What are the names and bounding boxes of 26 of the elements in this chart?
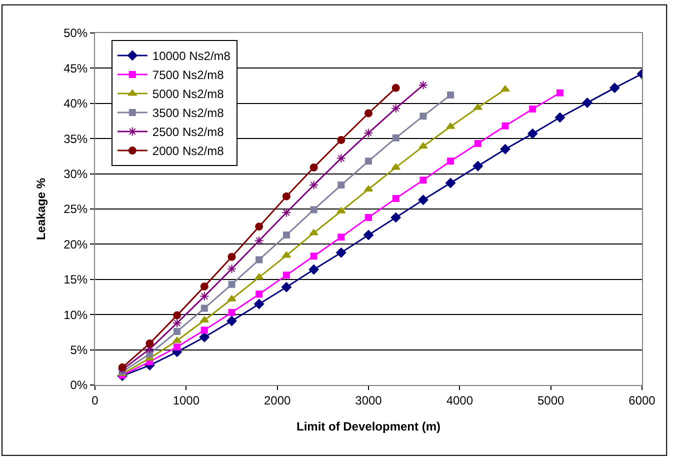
y-tick-label: 15%	[64, 272, 88, 287]
y-tick-label: 25%	[64, 202, 88, 216]
x-tick-label: 4000	[446, 393, 474, 408]
legend-label: 10000 Ns2/m8	[152, 49, 231, 64]
x-tick-label: 3000	[355, 393, 382, 408]
legend-label: 2000 Ns2/m8	[152, 144, 224, 158]
x-tick-label: 2000	[264, 393, 291, 408]
legend-label: 7500 Ns2/m8	[152, 68, 224, 82]
y-tick-label: 20%	[64, 237, 88, 252]
y-tick-label: 45%	[64, 61, 88, 76]
legend-label: 5000 Ns2/m8	[152, 87, 224, 102]
y-tick-label: 50%	[64, 26, 88, 40]
x-axis-title: Limit of Development (m)	[296, 419, 441, 434]
legend-label: 3500 Ns2/m8	[152, 106, 224, 120]
y-tick-label: 5%	[70, 343, 88, 357]
y-tick-label: 30%	[64, 167, 88, 181]
x-tick-label: 5000	[537, 393, 564, 408]
y-tick-label: 40%	[64, 96, 88, 111]
y-tick-label: 10%	[64, 308, 88, 322]
legend-label: 2500 Ns2/m8	[152, 125, 224, 140]
y-tick-label: 0%	[70, 378, 88, 392]
x-tick-label: 0	[92, 393, 99, 408]
y-axis-title: Leakage %	[34, 178, 48, 240]
y-tick-label: 35%	[64, 132, 88, 146]
x-tick-label: 6000	[628, 393, 656, 408]
x-tick-label: 1000	[172, 393, 200, 408]
